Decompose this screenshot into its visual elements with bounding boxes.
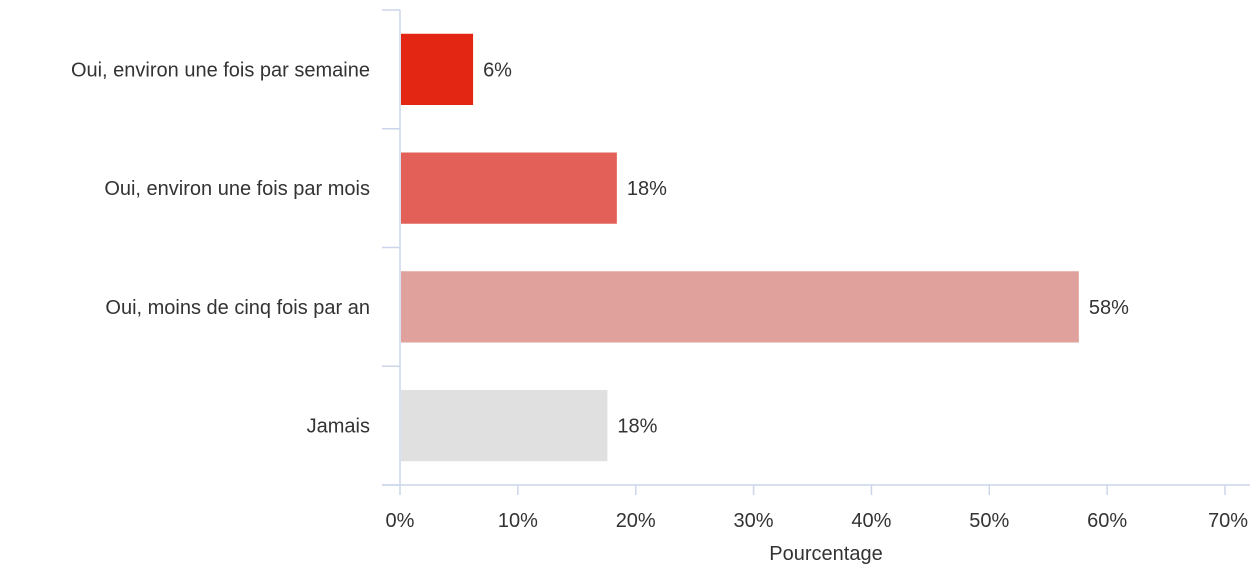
bar [401, 390, 608, 462]
bar [401, 271, 1079, 343]
value-tick-label: 10% [498, 510, 538, 532]
labels-group: 6% 18% 58% 18% [483, 59, 1129, 437]
category-axis: Oui, environ une fois par semaine Oui, en… [71, 9, 401, 486]
value-tick-label: 0% [386, 510, 415, 532]
value-axis: 0% 10% 20% 30% 40% 50% 60% 70% [382, 484, 1250, 532]
bar [401, 33, 474, 105]
value-tick-label: 40% [851, 510, 891, 532]
x-axis-title: Pourcentage [769, 543, 882, 565]
value-tick-label: 30% [734, 510, 774, 532]
category-label: Oui, environ une fois par mois [104, 178, 370, 200]
bar-value-label: 6% [483, 59, 512, 81]
bar [401, 152, 617, 224]
bars-group [401, 33, 1079, 462]
value-tick-label: 60% [1087, 510, 1127, 532]
bar-value-label: 58% [1089, 297, 1129, 319]
value-tick-label: 50% [969, 510, 1009, 532]
category-label: Jamais [307, 416, 370, 438]
value-tick-label: 20% [616, 510, 656, 532]
bar-value-label: 18% [617, 416, 657, 438]
category-label: Oui, moins de cinq fois par an [105, 297, 370, 319]
value-tick-label: 70% [1208, 510, 1248, 532]
category-label: Oui, environ une fois par semaine [71, 59, 370, 81]
bar-value-label: 18% [627, 178, 667, 200]
